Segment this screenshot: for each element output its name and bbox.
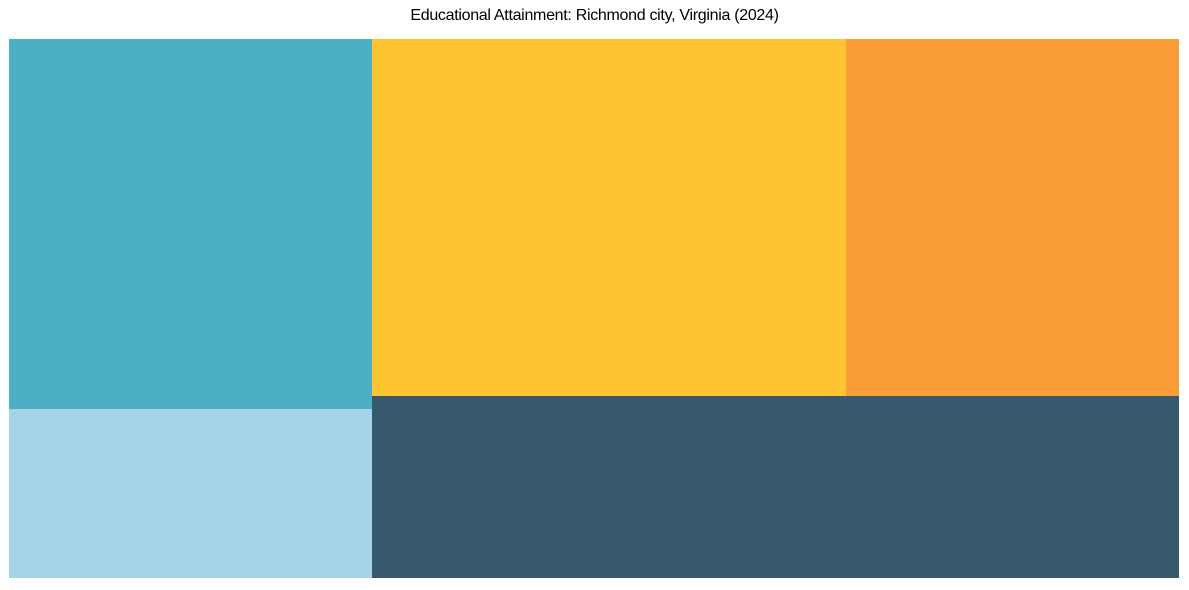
- treemap-tile-teal: [9, 39, 373, 410]
- treemap-tile-light-blue: [9, 409, 373, 578]
- treemap-tile-orange: [846, 39, 1179, 396]
- treemap-plot-area: [9, 39, 1179, 578]
- treemap-tile-dark-slate: [372, 395, 1179, 578]
- chart-title: Educational Attainment: Richmond city, V…: [410, 7, 779, 24]
- treemap-tile-yellow: [372, 39, 846, 396]
